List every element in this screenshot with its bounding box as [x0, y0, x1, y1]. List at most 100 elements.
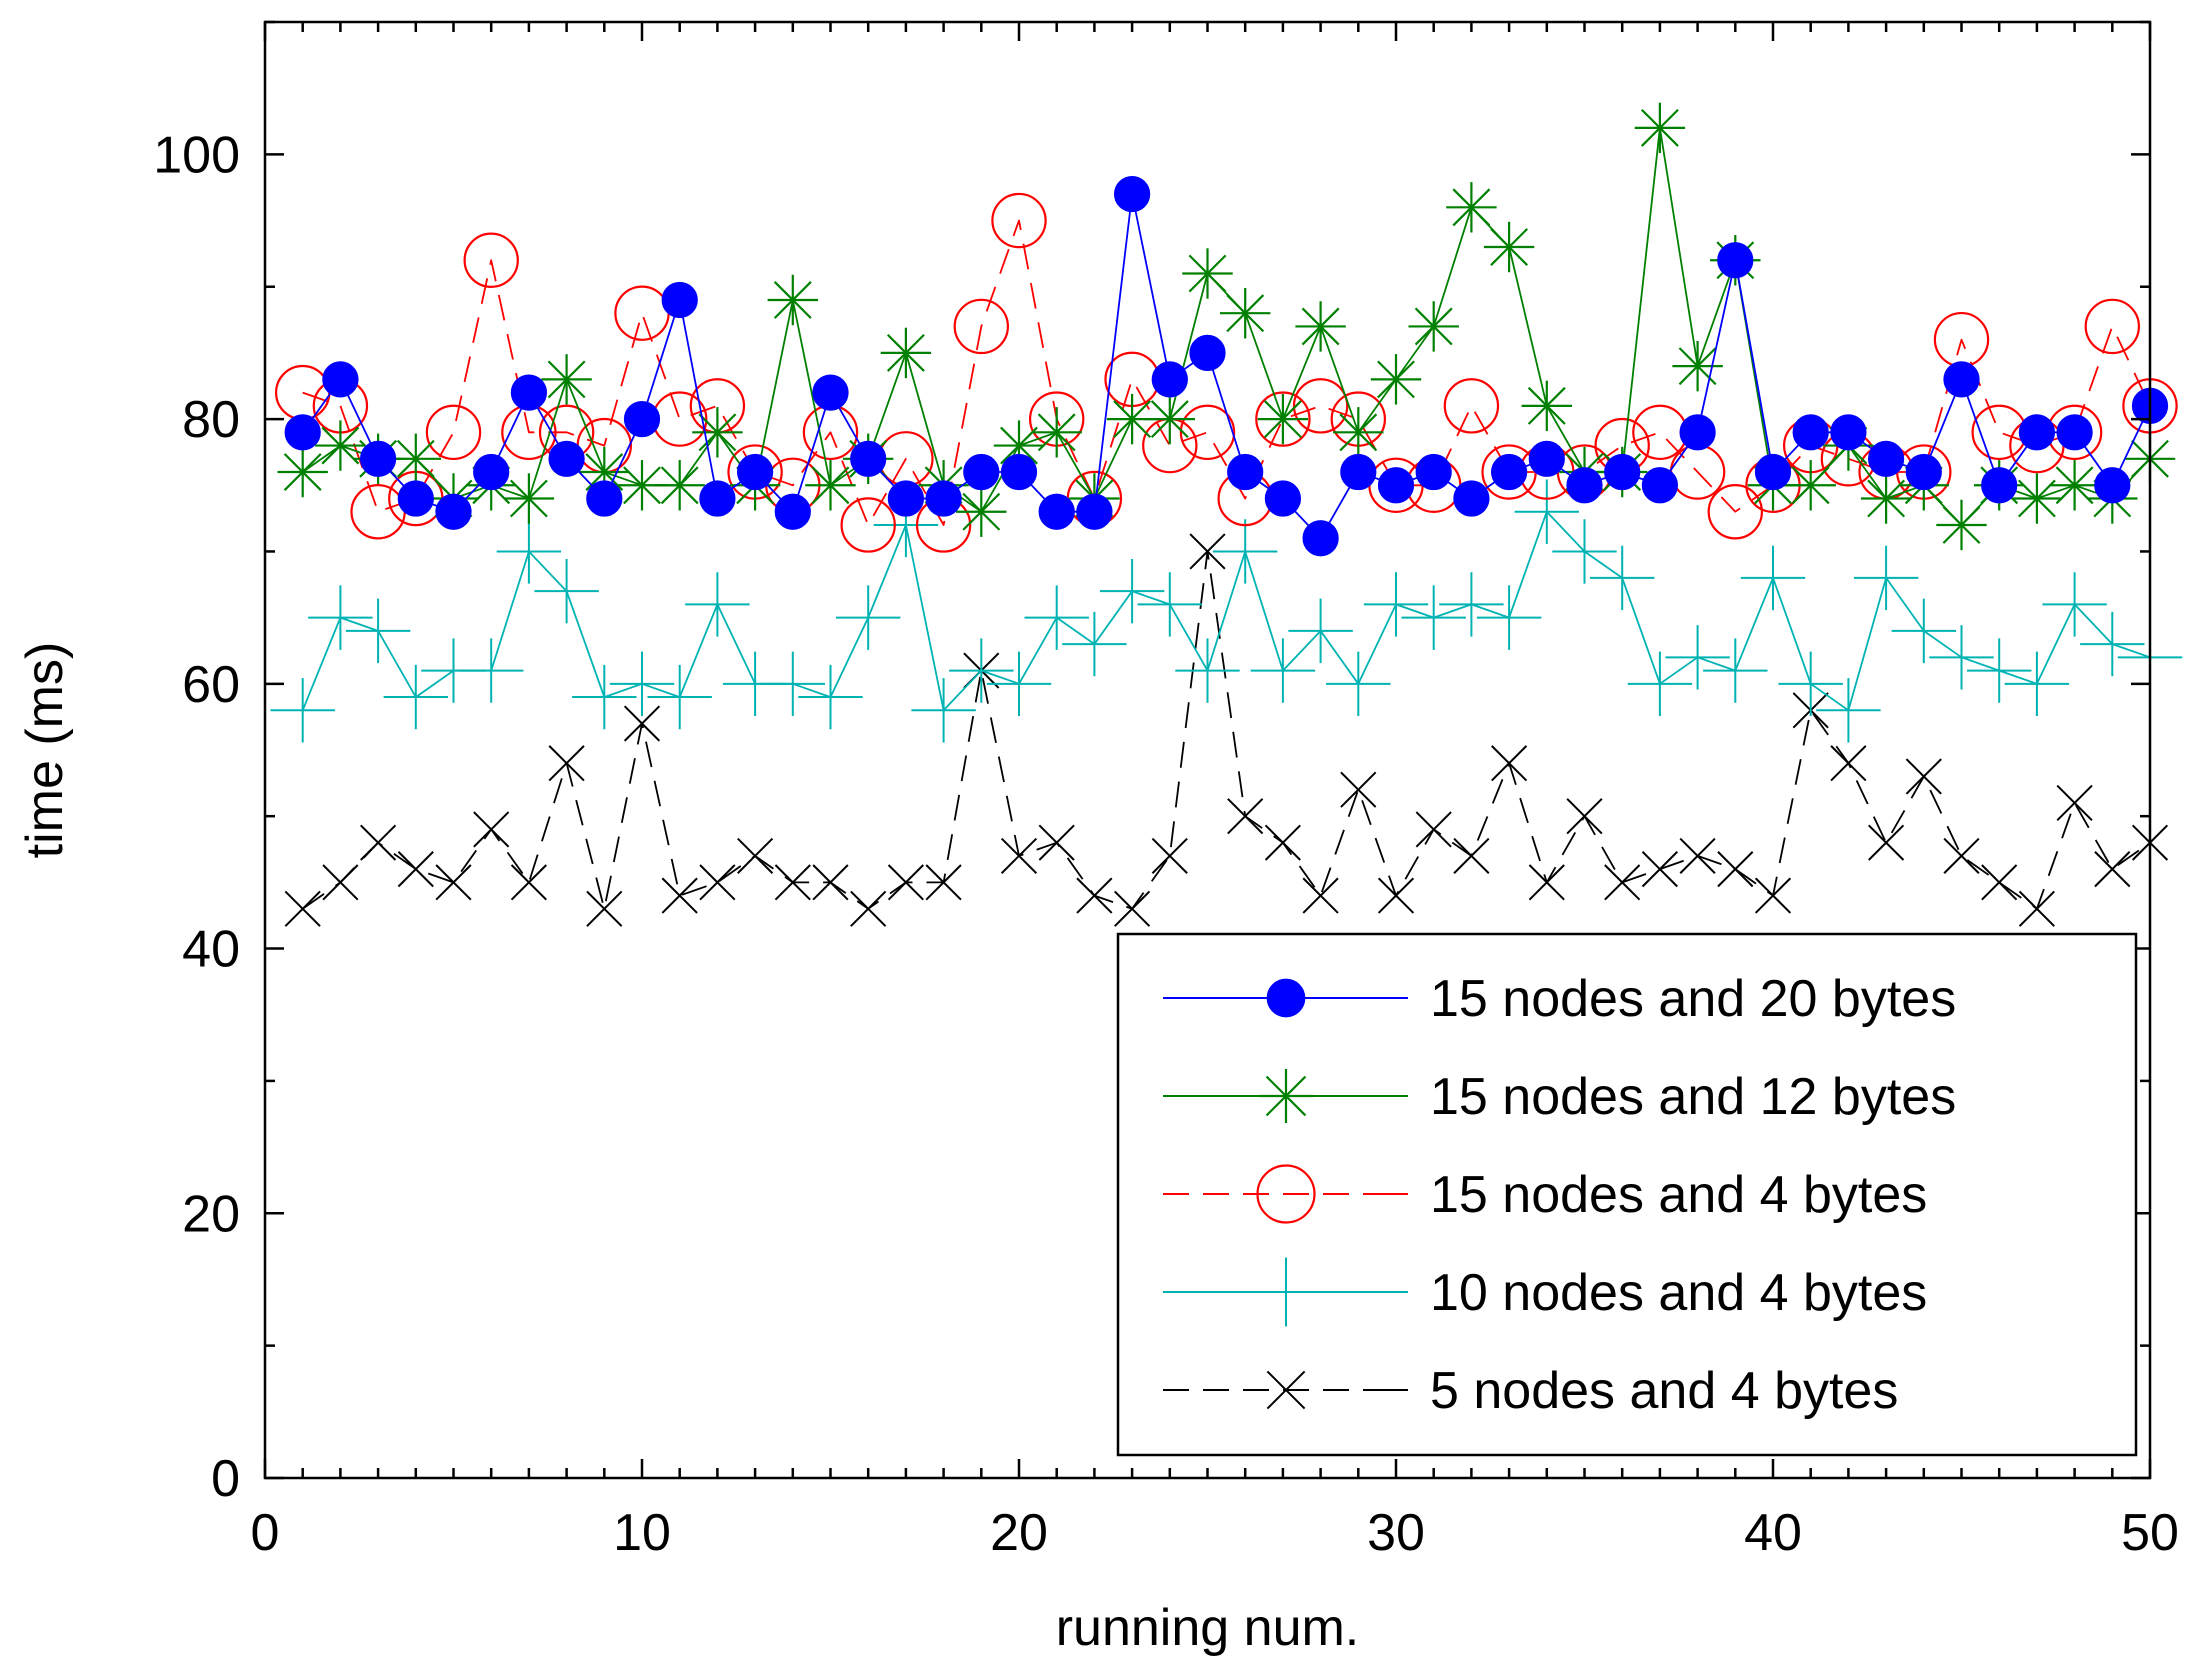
- data-point: [277, 446, 328, 498]
- legend-label: 5 nodes and 4 bytes: [1430, 1362, 1898, 1420]
- data-point: [270, 678, 335, 743]
- data-point: [1220, 288, 1271, 339]
- data-point: [736, 453, 774, 491]
- marker-stroke: [850, 890, 887, 927]
- legend-item: 10 nodes and 4 bytes: [1163, 1257, 1927, 1327]
- legend-label: 15 nodes and 4 bytes: [1430, 1166, 1927, 1224]
- legend: 15 nodes and 20 bytes 15 nodes and 12 byt…: [1116, 932, 2138, 1457]
- marker-stroke: [811, 466, 850, 505]
- data-point: [2080, 611, 2145, 677]
- data-point: [1905, 758, 1942, 795]
- data-point: [2011, 473, 2063, 524]
- data-point: [805, 460, 856, 511]
- marker-stroke: [321, 426, 360, 465]
- marker-stroke: [1264, 824, 1301, 861]
- data-point: [1031, 407, 1082, 458]
- data-point: [911, 678, 976, 743]
- data-point: [1099, 558, 1165, 624]
- legend-item: 15 nodes and 20 bytes: [1163, 970, 1956, 1028]
- data-point: [1905, 453, 1942, 491]
- marker-stroke: [1151, 837, 1188, 874]
- data-point: [1255, 391, 1311, 447]
- data-point: [925, 480, 962, 517]
- data-point: [1672, 340, 1723, 392]
- data-point: [1740, 545, 1806, 611]
- data-point: [510, 864, 547, 901]
- marker-stroke: [661, 877, 698, 914]
- data-point: [1476, 585, 1542, 650]
- marker-stroke: [699, 864, 736, 901]
- data-point: [1401, 585, 1466, 650]
- marker-stroke: [2018, 890, 2055, 927]
- data-point: [1703, 638, 1768, 703]
- x-tick-label: 50: [2121, 1504, 2179, 1562]
- series-line: [302, 550, 2151, 910]
- y-tick-label: 0: [211, 1450, 240, 1508]
- data-point: [1137, 572, 1202, 637]
- data-point: [1333, 407, 1384, 458]
- data-point: [692, 407, 743, 458]
- marker-stroke: [1076, 877, 1113, 914]
- data-point: [1114, 890, 1151, 927]
- marker-stroke: [698, 413, 737, 452]
- marker-stroke: [284, 890, 321, 927]
- marker-stroke: [283, 453, 322, 491]
- marker-stroke: [925, 864, 962, 901]
- marker-stroke: [1263, 400, 1302, 439]
- data-point: [1302, 520, 1339, 557]
- data-point: [798, 664, 863, 730]
- data-point: [1528, 864, 1565, 901]
- data-point: [435, 864, 472, 901]
- data-point: [1340, 771, 1377, 808]
- marker-stroke: [1527, 386, 1566, 425]
- data-point: [1408, 301, 1459, 352]
- marker-stroke: [1490, 228, 1529, 266]
- data-point: [586, 890, 623, 927]
- marker-stroke: [1641, 851, 1678, 888]
- marker-stroke: [623, 705, 661, 742]
- data-point: [435, 493, 472, 530]
- y-tick-label: 20: [182, 1185, 240, 1243]
- data-point: [685, 572, 750, 637]
- data-point: [2094, 467, 2131, 504]
- marker-stroke: [1604, 864, 1641, 901]
- marker-stroke: [1491, 745, 1528, 782]
- data-point: [661, 281, 698, 319]
- data-point: [548, 745, 585, 782]
- data-point: [986, 651, 1052, 717]
- axes-layer: 0 10 20 30 40 50 0 20 40 60 80 100: [153, 20, 2179, 1562]
- marker-stroke: [887, 864, 924, 901]
- data-point: [1707, 484, 1764, 540]
- marker-stroke: [1226, 294, 1265, 333]
- data-point: [1868, 824, 1905, 861]
- data-point: [541, 354, 592, 405]
- data-point: [383, 664, 448, 730]
- data-point: [315, 420, 366, 471]
- marker-stroke: [1114, 890, 1151, 927]
- data-point: [1514, 479, 1579, 544]
- data-point: [623, 400, 661, 438]
- data-point: [548, 440, 585, 477]
- marker-stroke: [473, 811, 510, 848]
- data-point: [1754, 453, 1792, 491]
- data-point: [1288, 598, 1353, 664]
- data-point: [345, 598, 411, 664]
- marker-stroke: [1038, 824, 1075, 861]
- data-point: [397, 851, 434, 888]
- data-point: [1439, 572, 1504, 637]
- y-axis-label: time (ms): [16, 642, 74, 859]
- data-point: [993, 420, 1045, 471]
- data-point: [1830, 745, 1867, 782]
- data-point: [1943, 361, 1980, 398]
- marker-stroke: [1830, 745, 1867, 782]
- data-point: [1604, 453, 1641, 491]
- marker-stroke: [322, 864, 359, 901]
- data-point: [774, 864, 811, 901]
- data-point: [1443, 378, 1500, 434]
- data-point: [2042, 572, 2107, 637]
- marker-stroke: [510, 864, 547, 901]
- legend-label: 10 nodes and 4 bytes: [1430, 1264, 1927, 1322]
- data-point: [774, 493, 811, 530]
- data-point: [1415, 811, 1452, 848]
- legend-marker: [1266, 1370, 1306, 1410]
